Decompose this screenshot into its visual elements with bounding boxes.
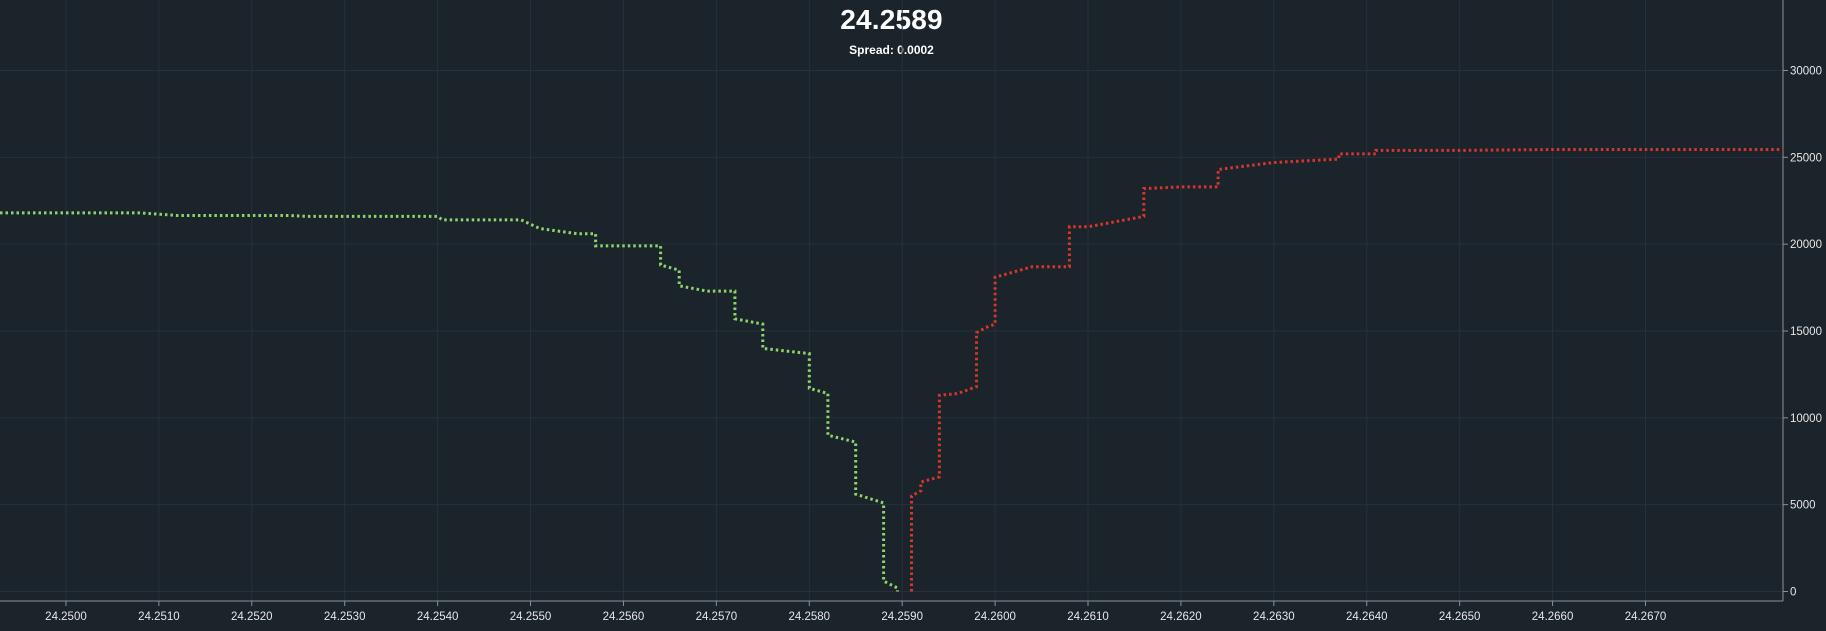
- x-tick-label: 24.2530: [324, 611, 366, 623]
- x-tick-label: 24.2640: [1346, 611, 1388, 623]
- x-tick-label: 24.2510: [138, 611, 180, 623]
- x-tick-label: 24.2580: [788, 611, 830, 623]
- x-tick-label: 24.2660: [1532, 611, 1574, 623]
- mid-price-title: 24.2589: [840, 4, 943, 35]
- y-tick-label: 15000: [1790, 326, 1822, 338]
- y-tick-label: 10000: [1790, 413, 1822, 425]
- x-tick-label: 24.2590: [881, 611, 923, 623]
- y-tick-label: 5000: [1790, 500, 1816, 512]
- y-tick-label: 25000: [1790, 152, 1822, 164]
- grid-lines: [0, 0, 1783, 601]
- x-tick-label: 24.2520: [231, 611, 273, 623]
- x-tick-label: 24.2620: [1160, 611, 1202, 623]
- y-tick-label: 0: [1790, 587, 1796, 599]
- bids-depth-line: [0, 211, 899, 592]
- asks-depth-line: [910, 148, 1783, 592]
- y-tick-label: 30000: [1790, 66, 1822, 78]
- x-tick-label: 24.2550: [510, 611, 552, 623]
- x-tick-label: 24.2610: [1067, 611, 1109, 623]
- x-tick-label: 24.2670: [1625, 611, 1667, 623]
- x-tick-label: 24.2500: [45, 611, 87, 623]
- x-tick-label: 24.2570: [696, 611, 738, 623]
- spread-subtitle: Spread: 0.0002: [849, 43, 934, 57]
- axes: [0, 0, 1784, 602]
- depth-series: [0, 148, 1783, 592]
- x-axis-ticks: 24.2500 24.2510 24.2520 24.2530 24.2540 24.25…: [45, 601, 1666, 623]
- x-tick-label: 24.2560: [603, 611, 645, 623]
- x-tick-label: 24.2540: [417, 611, 459, 623]
- x-tick-label: 24.2650: [1439, 611, 1481, 623]
- x-tick-label: 24.2600: [974, 611, 1016, 623]
- x-tick-label: 24.2630: [1253, 611, 1295, 623]
- y-tick-label: 20000: [1790, 239, 1822, 251]
- y-axis-ticks: 0 5000 10000 15000 20000 25000 30000: [1783, 66, 1822, 599]
